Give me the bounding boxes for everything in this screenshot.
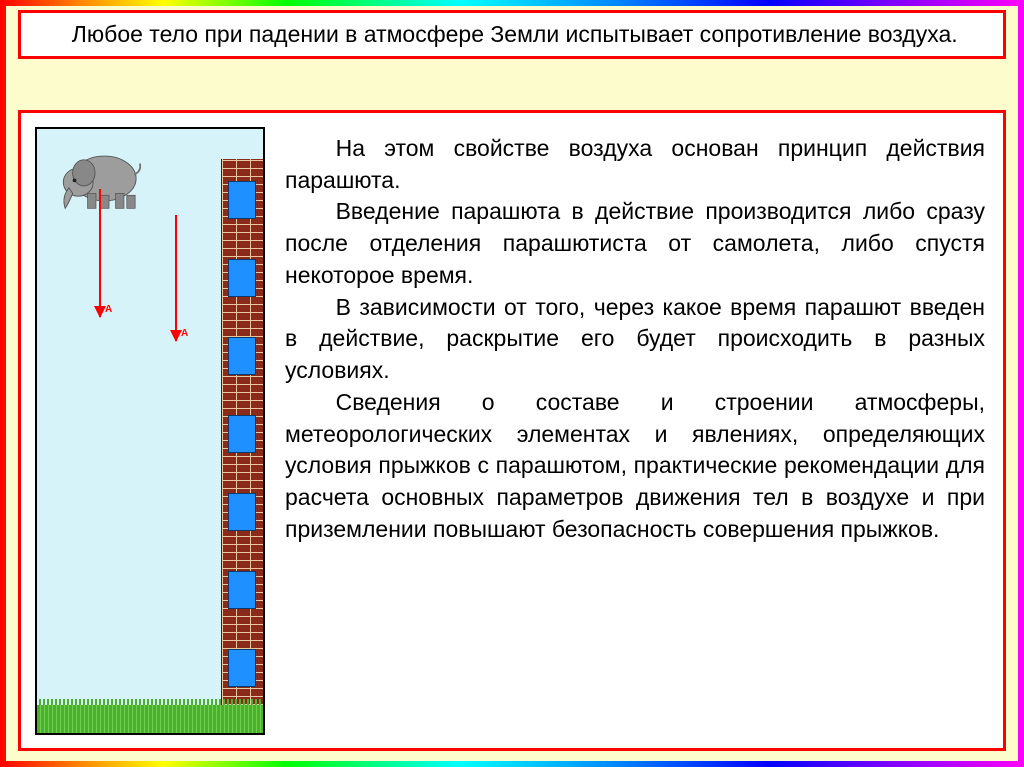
arrow-label: A [181, 328, 188, 339]
building-window [228, 181, 256, 219]
arrow-label: A [105, 304, 112, 315]
building [221, 159, 263, 705]
building-window [228, 571, 256, 609]
intro-text: Любое тело при падении в атмосфере Земли… [35, 19, 989, 50]
paragraph: Введение парашюта в действие производитс… [285, 196, 985, 291]
building-window [228, 649, 256, 687]
building-window [228, 415, 256, 453]
page-background: Любое тело при падении в атмосфере Земли… [6, 6, 1018, 761]
paragraph: В зависимости от того, через какое время… [285, 292, 985, 387]
paragraph: На этом свойстве воздуха основан принцип… [285, 133, 985, 196]
building-window [228, 337, 256, 375]
paragraph: Сведения о составе и строении атмосферы,… [285, 387, 985, 546]
intro-box: Любое тело при падении в атмосфере Земли… [18, 10, 1006, 59]
building-window [228, 259, 256, 297]
body-text: На этом свойстве воздуха основан принцип… [285, 127, 985, 734]
fall-arrow: A [99, 189, 101, 317]
illustration: AA [35, 127, 265, 735]
elephant-icon [55, 143, 150, 213]
main-box: AA На этом свойстве воздуха основан прин… [18, 110, 1006, 751]
building-window [228, 493, 256, 531]
fall-arrow: A [175, 215, 177, 341]
grass [37, 705, 263, 733]
rainbow-border: Любое тело при падении в атмосфере Земли… [0, 0, 1024, 767]
